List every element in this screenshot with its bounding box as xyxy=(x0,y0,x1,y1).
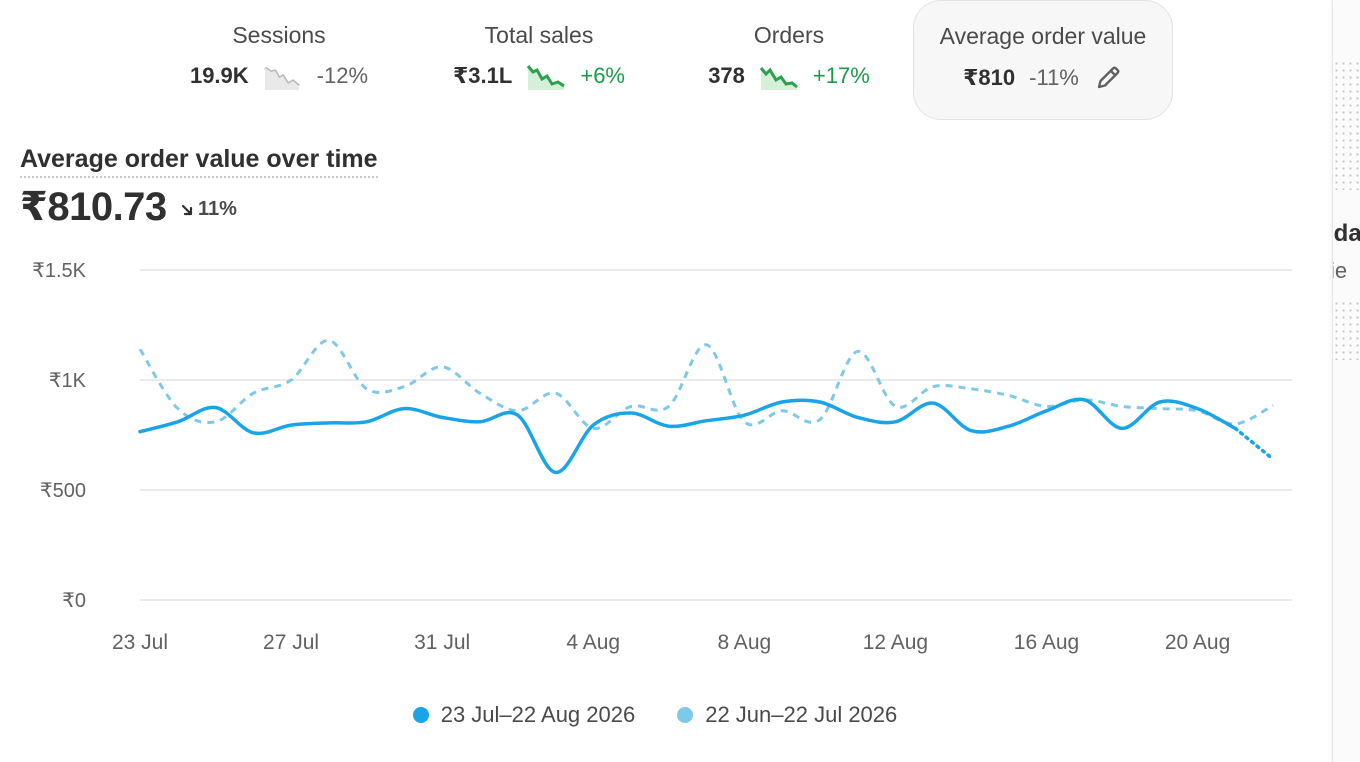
arrow-down-right-icon xyxy=(181,204,193,215)
metric-value: 378 xyxy=(708,63,745,88)
metric-value: ₹3.1L xyxy=(453,63,513,88)
line-chart[interactable]: ₹1.5K ₹1K ₹500 ₹0 23 Jul 27 Jul 31 Jul 4 Aug 8 … xyxy=(0,240,1310,680)
x-tick-label: 27 Jul xyxy=(263,631,319,654)
sparkline-icon xyxy=(527,65,566,90)
x-axis-ticks: 23 Jul 27 Jul 31 Jul 4 Aug 8 Aug 12 Aug 16 Aug… xyxy=(112,631,1230,654)
x-tick-label: 16 Aug xyxy=(1014,631,1079,654)
y-tick-label: ₹1.5K xyxy=(32,260,87,282)
y-tick-label: ₹500 xyxy=(40,480,86,502)
legend-item-previous[interactable]: 22 Jun–22 Jul 2026 xyxy=(677,702,897,728)
metric-average-order-value[interactable]: Average order value ₹810 -11% xyxy=(913,0,1173,120)
x-tick-label: 20 Aug xyxy=(1165,631,1230,654)
x-tick-label: 8 Aug xyxy=(717,631,771,654)
sparkline-icon xyxy=(263,66,300,90)
chart-title[interactable]: Average order value over time xyxy=(20,145,378,178)
chart-delta: 11% xyxy=(180,198,237,221)
metric-label: Orders xyxy=(753,22,825,48)
pencil-icon[interactable] xyxy=(1093,63,1123,93)
side-pattern xyxy=(1333,60,1360,190)
x-tick-label: 23 Jul xyxy=(112,631,168,654)
metric-value: 19.9K xyxy=(189,63,249,88)
metric-label: Total sales xyxy=(484,22,594,48)
metric-total-sales[interactable]: Total sales ₹3.1L +6% xyxy=(430,0,648,118)
series-line-previous xyxy=(138,338,1274,430)
legend-dot-icon xyxy=(677,707,694,723)
chart-legend: 23 Jul–22 Aug 2026 22 Jun–22 Jul 2026 xyxy=(0,702,1310,728)
series-line-current-partial xyxy=(1233,426,1275,461)
metric-sessions[interactable]: Sessions 19.9K -12% xyxy=(170,0,388,118)
y-tick-label: ₹0 xyxy=(62,590,86,612)
side-pattern xyxy=(1333,300,1360,360)
chart-series xyxy=(138,338,1275,475)
x-tick-label: 31 Jul xyxy=(414,631,470,654)
y-tick-label: ₹1K xyxy=(49,370,87,392)
chart-delta-value: 11% xyxy=(198,198,237,220)
metric-change: +17% xyxy=(812,63,870,88)
metric-label: Sessions xyxy=(232,22,326,48)
side-panel-text-1: oda xyxy=(1333,220,1360,247)
x-tick-label: 12 Aug xyxy=(863,631,928,654)
sparkline-icon xyxy=(759,67,798,90)
series-line-current xyxy=(138,397,1238,475)
legend-item-current[interactable]: 23 Jul–22 Aug 2026 xyxy=(412,702,636,728)
y-axis-ticks: ₹1.5K ₹1K ₹500 ₹0 xyxy=(32,260,87,612)
chart-big-value: ₹810.73 xyxy=(20,185,167,229)
chart-grid xyxy=(140,269,1292,601)
legend-label: 22 Jun–22 Jul 2026 xyxy=(705,702,898,727)
metric-label: Average order value xyxy=(939,23,1147,49)
metric-orders[interactable]: Orders 378 +17% xyxy=(680,0,898,118)
metric-change: -11% xyxy=(1029,65,1079,90)
metric-change: -12% xyxy=(316,63,369,88)
side-panel[interactable]: oda vie xyxy=(1332,0,1360,762)
x-tick-label: 4 Aug xyxy=(566,631,620,654)
legend-dot-icon xyxy=(412,707,429,723)
side-panel-text-2: vie xyxy=(1333,258,1348,283)
metric-value: ₹810 xyxy=(963,65,1016,90)
legend-label: 23 Jul–22 Aug 2026 xyxy=(440,702,636,727)
metric-change: +6% xyxy=(580,63,625,88)
